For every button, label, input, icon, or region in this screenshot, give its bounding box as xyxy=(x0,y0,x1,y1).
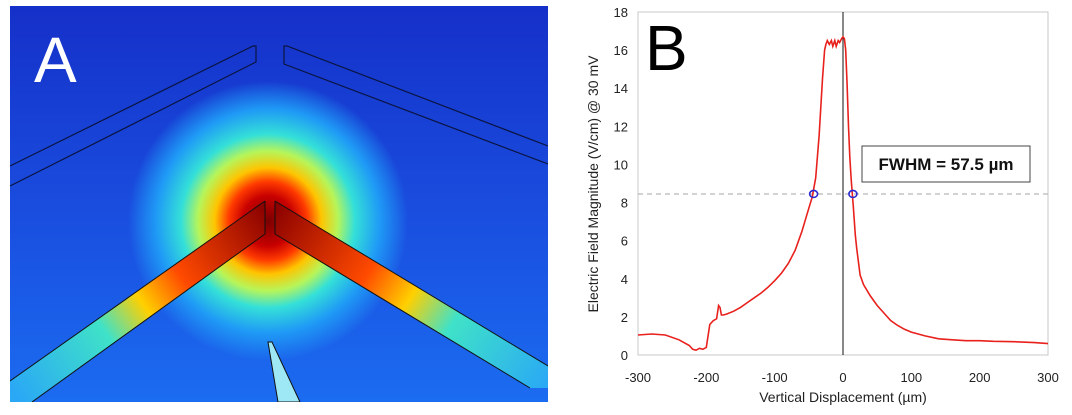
y-tick-labels: 0 2 4 6 8 10 12 14 16 18 xyxy=(614,5,628,363)
y-tick-label: 18 xyxy=(614,5,628,20)
panel-b-label: B xyxy=(645,12,688,84)
probe-tip xyxy=(267,341,301,402)
x-tick-label: -300 xyxy=(625,370,651,385)
fwhm-annotation: FWHM = 57.5 µm xyxy=(879,155,1014,174)
electrode-right-arm xyxy=(275,201,548,388)
x-axis-title: Vertical Displacement (µm) xyxy=(759,389,927,405)
y-tick-label: 6 xyxy=(621,234,628,249)
field-profile-chart: 0 2 4 6 8 10 12 14 16 18 -300 -200 -100 0 100 200 300 F… xyxy=(562,0,1072,410)
x-tick-label: 300 xyxy=(1037,370,1059,385)
x-tick-label: 200 xyxy=(969,370,991,385)
x-tick-label: -200 xyxy=(693,370,719,385)
x-tick-label: 100 xyxy=(900,370,922,385)
field-hotspot xyxy=(118,71,418,371)
y-tick-label: 0 xyxy=(621,348,628,363)
field-curve-line xyxy=(637,35,1049,352)
half-max-markers xyxy=(808,189,858,199)
x-tick-label: -100 xyxy=(762,370,788,385)
y-tick-label: 12 xyxy=(614,119,628,134)
half-max-marker xyxy=(848,189,858,199)
fwhm-annotation-box xyxy=(861,145,1031,183)
y-tick-label: 16 xyxy=(614,43,628,58)
field-simulation-svg: A xyxy=(10,6,548,402)
x-tick-labels: -300 -200 -100 0 100 200 300 xyxy=(625,370,1059,385)
y-tick-label: 8 xyxy=(621,196,628,211)
y-tick-label: 2 xyxy=(621,310,628,325)
field-simulation-image: A xyxy=(10,6,548,402)
panel-a-label: A xyxy=(34,24,77,96)
y-tick-label: 10 xyxy=(614,157,628,172)
upper-electrode-right xyxy=(283,45,548,165)
y-tick-label: 4 xyxy=(621,272,628,287)
y-tick-label: 14 xyxy=(614,81,628,96)
chart-svg: 0 2 4 6 8 10 12 14 16 18 -300 -200 -100 0 100 200 300 F… xyxy=(585,5,1059,405)
y-axis-title: Electric Field Magnitude (V/cm) @ 30 mV xyxy=(585,55,601,313)
electrode-left-arm xyxy=(10,201,265,402)
half-max-marker xyxy=(808,189,819,199)
x-tick-label: 0 xyxy=(839,370,846,385)
upper-electrode-left xyxy=(10,45,257,187)
